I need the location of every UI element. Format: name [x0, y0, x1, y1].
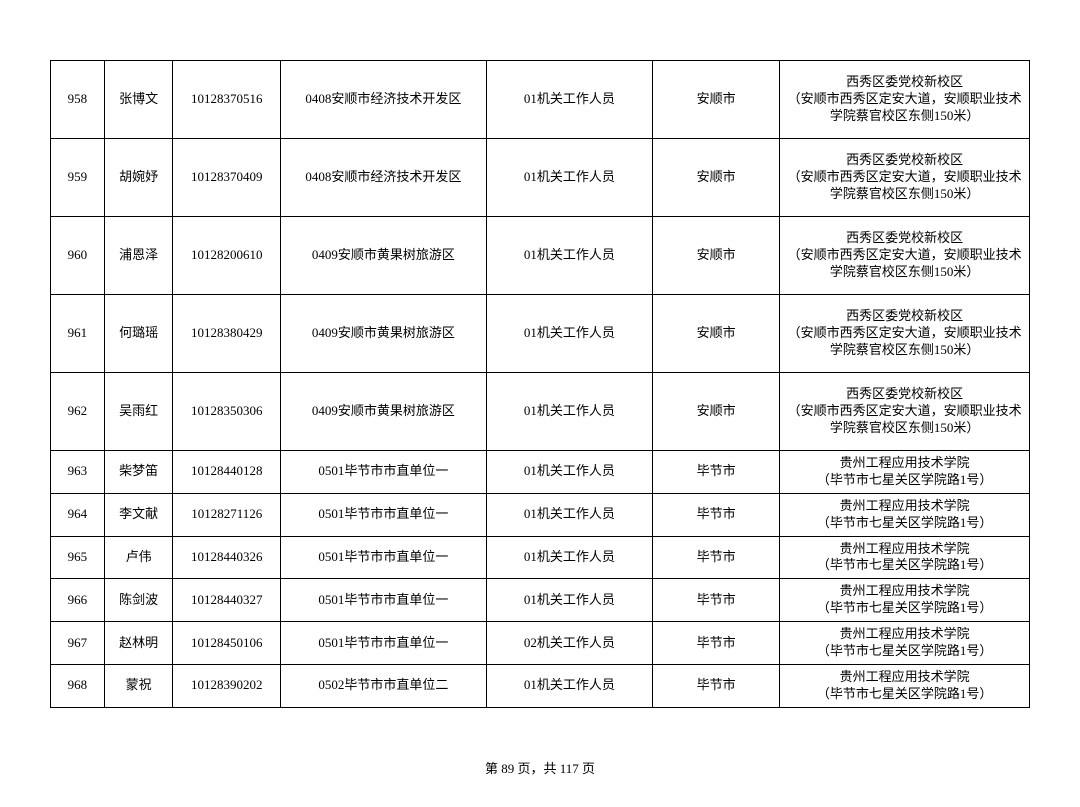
- cell-city: 毕节市: [653, 664, 780, 707]
- cell-position: 01机关工作人员: [486, 61, 652, 139]
- cell-position: 01机关工作人员: [486, 295, 652, 373]
- cell-location: 贵州工程应用技术学院（毕节市七星关区学院路1号）: [780, 622, 1030, 665]
- cell-id: 10128440128: [173, 451, 281, 494]
- cell-position: 01机关工作人员: [486, 664, 652, 707]
- cell-location: 西秀区委党校新校区（安顺市西秀区定安大道，安顺职业技术学院蔡官校区东侧150米）: [780, 373, 1030, 451]
- cell-position: 01机关工作人员: [486, 579, 652, 622]
- data-table: 958张博文101283705160408安顺市经济技术开发区01机关工作人员安…: [50, 60, 1030, 708]
- table-row: 962吴雨红101283503060409安顺市黄果树旅游区01机关工作人员安顺…: [51, 373, 1030, 451]
- cell-id: 10128200610: [173, 217, 281, 295]
- cell-id: 10128440326: [173, 536, 281, 579]
- cell-unit: 0501毕节市市直单位一: [281, 451, 487, 494]
- cell-idx: 960: [51, 217, 105, 295]
- cell-idx: 968: [51, 664, 105, 707]
- table-row: 964李文献101282711260501毕节市市直单位一01机关工作人员毕节市…: [51, 493, 1030, 536]
- cell-idx: 963: [51, 451, 105, 494]
- cell-location: 贵州工程应用技术学院（毕节市七星关区学院路1号）: [780, 451, 1030, 494]
- cell-name: 胡婉妤: [104, 139, 173, 217]
- table-row: 959胡婉妤101283704090408安顺市经济技术开发区01机关工作人员安…: [51, 139, 1030, 217]
- cell-unit: 0408安顺市经济技术开发区: [281, 61, 487, 139]
- table-row: 968蒙祝101283902020502毕节市市直单位二01机关工作人员毕节市贵…: [51, 664, 1030, 707]
- cell-name: 陈剑波: [104, 579, 173, 622]
- table-row: 967赵林明101284501060501毕节市市直单位一02机关工作人员毕节市…: [51, 622, 1030, 665]
- cell-id: 10128370409: [173, 139, 281, 217]
- cell-city: 毕节市: [653, 536, 780, 579]
- cell-location: 贵州工程应用技术学院（毕节市七星关区学院路1号）: [780, 579, 1030, 622]
- cell-unit: 0408安顺市经济技术开发区: [281, 139, 487, 217]
- cell-city: 安顺市: [653, 217, 780, 295]
- cell-location: 贵州工程应用技术学院（毕节市七星关区学院路1号）: [780, 536, 1030, 579]
- cell-location: 贵州工程应用技术学院（毕节市七星关区学院路1号）: [780, 493, 1030, 536]
- table-row: 958张博文101283705160408安顺市经济技术开发区01机关工作人员安…: [51, 61, 1030, 139]
- cell-unit: 0501毕节市市直单位一: [281, 622, 487, 665]
- cell-location: 西秀区委党校新校区（安顺市西秀区定安大道，安顺职业技术学院蔡官校区东侧150米）: [780, 139, 1030, 217]
- cell-city: 安顺市: [653, 295, 780, 373]
- cell-idx: 964: [51, 493, 105, 536]
- cell-name: 蒙祝: [104, 664, 173, 707]
- cell-idx: 962: [51, 373, 105, 451]
- cell-id: 10128380429: [173, 295, 281, 373]
- cell-position: 01机关工作人员: [486, 451, 652, 494]
- cell-idx: 958: [51, 61, 105, 139]
- cell-city: 毕节市: [653, 493, 780, 536]
- cell-unit: 0501毕节市市直单位一: [281, 493, 487, 536]
- cell-name: 张博文: [104, 61, 173, 139]
- cell-city: 安顺市: [653, 373, 780, 451]
- cell-position: 01机关工作人员: [486, 493, 652, 536]
- cell-unit: 0409安顺市黄果树旅游区: [281, 217, 487, 295]
- page-footer: 第 89 页，共 117 页: [50, 758, 1030, 777]
- cell-idx: 965: [51, 536, 105, 579]
- cell-name: 卢伟: [104, 536, 173, 579]
- table-row: 963柴梦笛101284401280501毕节市市直单位一01机关工作人员毕节市…: [51, 451, 1030, 494]
- cell-city: 毕节市: [653, 622, 780, 665]
- cell-idx: 959: [51, 139, 105, 217]
- cell-city: 安顺市: [653, 61, 780, 139]
- cell-idx: 967: [51, 622, 105, 665]
- cell-id: 10128350306: [173, 373, 281, 451]
- cell-id: 10128370516: [173, 61, 281, 139]
- cell-name: 浦恩泽: [104, 217, 173, 295]
- cell-unit: 0501毕节市市直单位一: [281, 536, 487, 579]
- cell-id: 10128450106: [173, 622, 281, 665]
- cell-unit: 0409安顺市黄果树旅游区: [281, 295, 487, 373]
- table-row: 966陈剑波101284403270501毕节市市直单位一01机关工作人员毕节市…: [51, 579, 1030, 622]
- cell-idx: 961: [51, 295, 105, 373]
- cell-location: 西秀区委党校新校区（安顺市西秀区定安大道，安顺职业技术学院蔡官校区东侧150米）: [780, 61, 1030, 139]
- cell-location: 贵州工程应用技术学院（毕节市七星关区学院路1号）: [780, 664, 1030, 707]
- cell-location: 西秀区委党校新校区（安顺市西秀区定安大道，安顺职业技术学院蔡官校区东侧150米）: [780, 217, 1030, 295]
- cell-position: 01机关工作人员: [486, 139, 652, 217]
- cell-name: 吴雨红: [104, 373, 173, 451]
- cell-id: 10128271126: [173, 493, 281, 536]
- cell-name: 柴梦笛: [104, 451, 173, 494]
- cell-id: 10128390202: [173, 664, 281, 707]
- cell-position: 01机关工作人员: [486, 217, 652, 295]
- page-container: 958张博文101283705160408安顺市经济技术开发区01机关工作人员安…: [0, 0, 1080, 807]
- cell-city: 毕节市: [653, 579, 780, 622]
- cell-name: 李文献: [104, 493, 173, 536]
- table-body: 958张博文101283705160408安顺市经济技术开发区01机关工作人员安…: [51, 61, 1030, 708]
- cell-position: 02机关工作人员: [486, 622, 652, 665]
- cell-unit: 0409安顺市黄果树旅游区: [281, 373, 487, 451]
- cell-city: 安顺市: [653, 139, 780, 217]
- table-row: 960浦恩泽101282006100409安顺市黄果树旅游区01机关工作人员安顺…: [51, 217, 1030, 295]
- cell-position: 01机关工作人员: [486, 373, 652, 451]
- table-row: 965卢伟101284403260501毕节市市直单位一01机关工作人员毕节市贵…: [51, 536, 1030, 579]
- cell-id: 10128440327: [173, 579, 281, 622]
- table-row: 961何璐瑶101283804290409安顺市黄果树旅游区01机关工作人员安顺…: [51, 295, 1030, 373]
- cell-unit: 0501毕节市市直单位一: [281, 579, 487, 622]
- cell-position: 01机关工作人员: [486, 536, 652, 579]
- cell-unit: 0502毕节市市直单位二: [281, 664, 487, 707]
- cell-city: 毕节市: [653, 451, 780, 494]
- cell-name: 何璐瑶: [104, 295, 173, 373]
- cell-idx: 966: [51, 579, 105, 622]
- cell-name: 赵林明: [104, 622, 173, 665]
- cell-location: 西秀区委党校新校区（安顺市西秀区定安大道，安顺职业技术学院蔡官校区东侧150米）: [780, 295, 1030, 373]
